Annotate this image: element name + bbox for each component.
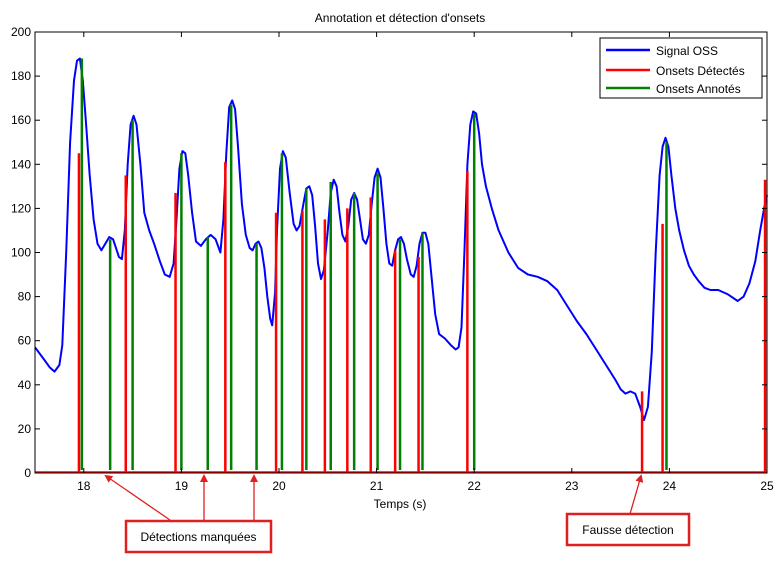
annotation-text-missed: Détections manquées — [140, 530, 256, 544]
annotation-box-missed — [124, 519, 273, 554]
arrow-false-1 — [629, 474, 644, 515]
x-tick-label: 18 — [77, 479, 91, 493]
y-tick-label: 0 — [24, 466, 31, 480]
y-tick-label: 60 — [18, 334, 32, 348]
x-axis-label: Temps (s) — [374, 497, 427, 511]
annotation-missed-detections: Détections manquées — [104, 474, 273, 554]
annotation-false-detection: Fausse détection — [565, 474, 691, 547]
x-tick-label: 20 — [272, 479, 286, 493]
y-tick-label: 180 — [11, 69, 31, 83]
legend: Signal OSS Onsets Détectés Onsets Annoté… — [599, 37, 763, 99]
x-tick-label: 23 — [565, 479, 579, 493]
x-tick-label: 19 — [175, 479, 189, 493]
y-tick-label: 200 — [11, 25, 31, 39]
y-tick-label: 20 — [18, 422, 32, 436]
x-tick-label: 21 — [370, 479, 384, 493]
x-tick-label: 22 — [468, 479, 482, 493]
x-tick-label: 25 — [760, 479, 774, 493]
arrow-missed-1 — [104, 474, 171, 521]
y-tick-label: 140 — [11, 157, 31, 171]
legend-label-detected: Onsets Détectés — [656, 64, 745, 78]
legend-label-signal: Signal OSS — [656, 44, 718, 58]
chart-title: Annotation et détection d'onsets — [315, 11, 485, 25]
annotation-box-false — [565, 512, 691, 547]
annotation-text-false: Fausse détection — [582, 523, 673, 537]
y-tick-label: 120 — [11, 201, 31, 215]
y-tick-label: 80 — [18, 290, 32, 304]
x-tick-label: 24 — [663, 479, 677, 493]
legend-label-annotated: Onsets Annotés — [656, 82, 741, 96]
y-tick-label: 160 — [11, 113, 31, 127]
y-tick-label: 40 — [18, 378, 32, 392]
y-tick-label: 100 — [11, 246, 31, 260]
signal-oss-line — [34, 57, 768, 422]
